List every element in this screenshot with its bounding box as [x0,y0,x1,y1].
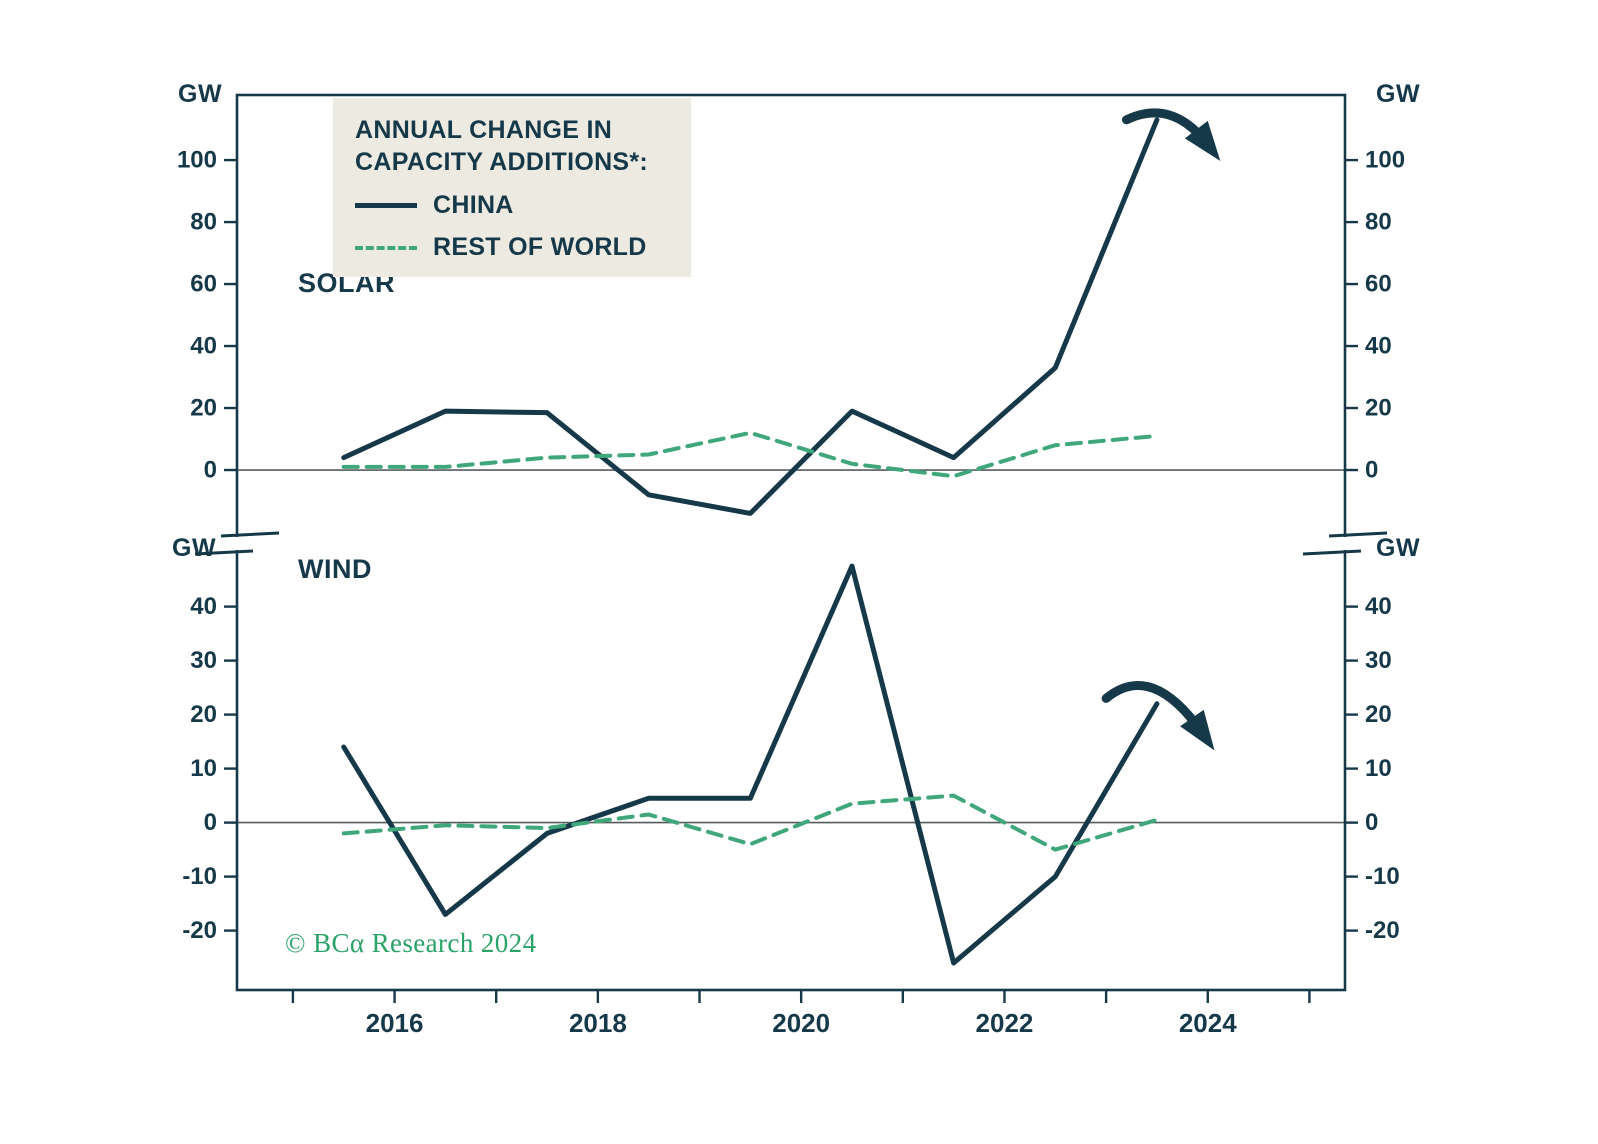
panel-title-wind: WIND [298,554,372,584]
y-tick-label: 20 [1365,395,1392,422]
x-tick-label: 2016 [366,1008,424,1038]
y-tick-label: -20 [1365,917,1400,944]
trend-arrow [1121,108,1221,162]
legend-title-line1: ANNUAL CHANGE IN [355,116,613,144]
y-tick-label: 10 [1365,755,1392,782]
x-tick-label: 2022 [976,1008,1034,1038]
y-tick-label: 40 [1365,593,1392,620]
series-line-rest-of-world [341,430,1159,479]
series-line-china [341,563,1160,966]
unit-label-solar-right: GW [1376,80,1421,108]
y-tick-label: 80 [1365,209,1392,236]
y-tick-label: 0 [1365,809,1378,836]
axis-break-mark [194,549,254,556]
legend-label-rest-of-world: REST OF WORLD [433,233,647,261]
axis-break-mark [1328,531,1388,538]
unit-label-solar-left: GW [178,80,223,108]
y-tick-label: 40 [1365,333,1392,360]
china-line-swatch [355,203,417,208]
series-line-rest-of-world [341,793,1159,852]
x-tick-label: 2024 [1179,1008,1237,1038]
y-tick-label: 10 [190,755,217,782]
axis-break-gap [234,537,240,550]
y-tick-label: 60 [1365,271,1392,298]
legend-entry-rest-of-world: REST OF WORLD [355,233,669,262]
axis-break-mark [220,531,280,538]
legend-entry-china: CHINA [355,191,669,220]
x-tick-label: 2020 [772,1008,830,1038]
y-tick-label: -10 [1365,863,1400,890]
rest-of-world-line-swatch [355,245,417,250]
y-tick-label: -10 [182,863,217,890]
y-tick-label: 0 [1365,457,1378,484]
y-tick-label: 100 [1365,147,1405,174]
y-tick-label: 20 [190,701,217,728]
x-tick-label: 2018 [569,1008,627,1038]
axis-break-gap [1342,537,1348,550]
y-tick-label: 40 [190,333,217,360]
legend-title-line2: CAPACITY ADDITIONS*: [355,147,649,176]
y-tick-label: 0 [204,809,217,836]
legend-label-china: CHINA [433,191,514,219]
unit-label-wind-right: GW [1376,534,1421,562]
y-tick-label: 0 [204,457,217,484]
y-tick-label: 20 [190,395,217,422]
legend: ANNUAL CHANGE IN CAPACITY ADDITIONS*: CH… [333,98,691,277]
trend-arrow [1101,681,1215,751]
y-tick-label: 100 [177,147,217,174]
y-tick-label: 30 [1365,647,1392,674]
axis-break-mark [1302,549,1362,556]
y-tick-label: 40 [190,593,217,620]
series-line-china [341,117,1160,516]
unit-label-wind-left: GW [172,534,217,562]
y-tick-label: 30 [190,647,217,674]
y-tick-label: 80 [190,209,217,236]
y-tick-label: 20 [1365,701,1392,728]
y-tick-label: -20 [182,917,217,944]
copyright-notice: © BCα Research 2024 [285,928,537,958]
y-tick-label: 60 [190,271,217,298]
